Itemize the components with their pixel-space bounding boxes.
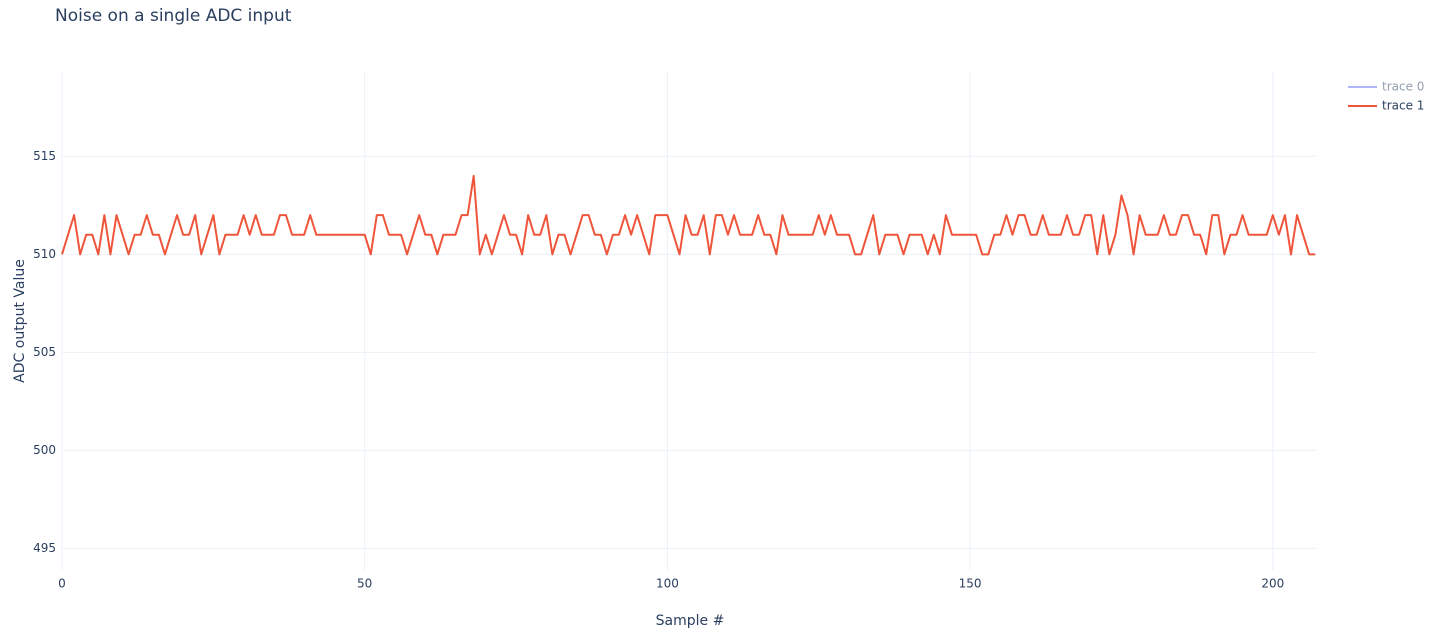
chart-title: Noise on a single ADC input [55, 6, 292, 26]
x-tick-label: 150 [959, 577, 982, 591]
x-tick-label: 0 [58, 577, 66, 591]
x-tick-label: 50 [357, 577, 372, 591]
y-axis-label: ADC output Value [12, 259, 28, 383]
y-tick-label: 510 [33, 247, 56, 261]
y-tick-label: 515 [33, 149, 56, 163]
x-tick-label: 200 [1261, 577, 1284, 591]
y-tick-label: 505 [33, 345, 56, 359]
x-tick-label: 100 [656, 577, 679, 591]
y-tick-label: 495 [33, 541, 56, 555]
legend-label: trace 0 [1382, 80, 1424, 94]
legend-label: trace 1 [1382, 99, 1424, 113]
line-series [61, 174, 1316, 256]
y-tick-label: 500 [33, 443, 56, 457]
x-axis-label: Sample # [656, 613, 725, 629]
